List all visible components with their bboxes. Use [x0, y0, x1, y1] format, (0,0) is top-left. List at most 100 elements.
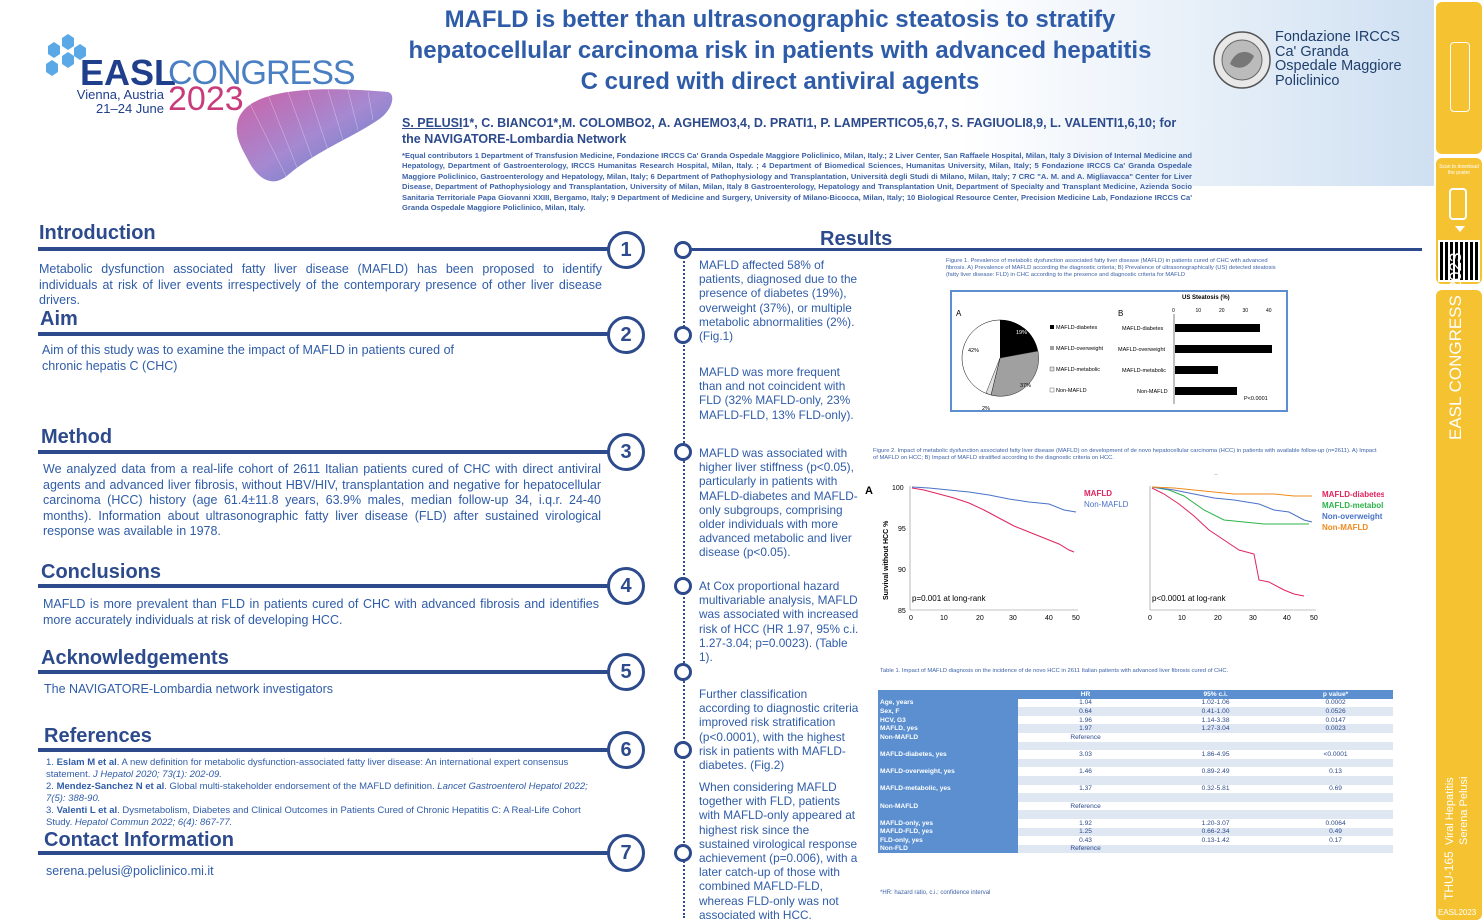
table-cell: Reference	[1070, 733, 1101, 741]
step-6-circle: 6	[607, 731, 645, 769]
y-tick: 85	[898, 608, 906, 615]
table-cell: 0.64	[1018, 707, 1154, 716]
table-row: MAFLD-diabetes, yes 3.03 1.86-4.95 <0.0001	[878, 750, 1393, 759]
x-tick: 50	[1310, 615, 1318, 622]
table-cell	[1153, 741, 1279, 751]
congress-location: Vienna, Austria 21–24 June	[76, 87, 164, 116]
table-cell	[1018, 741, 1154, 751]
x-tick: 40	[1283, 615, 1291, 622]
congress-logo-text: CONGRESS	[168, 54, 356, 92]
y-tick: 100	[892, 485, 904, 492]
mafld-metabolic-curve	[1151, 486, 1309, 525]
divider	[38, 450, 610, 454]
references-list: 1. Eslam M et al. A new definition for m…	[30, 757, 605, 829]
bar-category-label: MAFLD-metabolic	[1122, 368, 1166, 374]
reference-item: 2. Mendez-Sanchez N et al. Global multi-…	[46, 781, 588, 804]
qr-code[interactable]	[1438, 240, 1480, 282]
bar-axis-title: US Steatosis (%)	[1182, 295, 1230, 301]
table-cell	[1278, 733, 1393, 742]
pie-label: 37%	[1020, 383, 1031, 389]
table-cell	[1018, 793, 1154, 802]
pie-label: 42%	[968, 348, 979, 354]
table-1: HR 95% c.i. p value* Age, years 1.04 1.02-…	[878, 690, 1393, 854]
panel-label: B	[1118, 309, 1123, 318]
table-cell: 0.0147	[1325, 716, 1346, 724]
step-1-circle: 1	[607, 231, 645, 269]
x-tick: 0	[909, 615, 913, 622]
congress-year: 2023	[168, 80, 244, 118]
step-2-circle: 2	[607, 316, 645, 354]
acknowledgements-heading: Acknowledgements	[41, 647, 229, 669]
pie-slice-overweight	[990, 350, 1039, 397]
results-divider	[690, 248, 1422, 251]
p-value: P<0.0001	[1244, 396, 1268, 402]
table-row: MAFLD-metabolic, yes 1.37 0.32-5.81 0.69	[878, 784, 1393, 794]
row-label	[878, 793, 1018, 802]
figure-2-chart: A Survival without HCC % 100 95 90 85 0 …	[865, 472, 1384, 622]
easl-logo-icon	[46, 34, 86, 76]
bar-tick: 0	[1172, 308, 1175, 314]
table-row: Sex, F 0.64 0.41-1.00 0.0526	[878, 707, 1393, 716]
figure-1: A B 19% 37% 2% 42% MAFLD-diabetes MAFLD-…	[950, 290, 1295, 412]
policlinico-seal-icon	[1213, 31, 1271, 89]
table-cell	[1018, 758, 1154, 768]
aim-heading: Aim	[40, 308, 78, 330]
table-cell: 0.13	[1329, 768, 1342, 776]
table-cell	[1278, 793, 1393, 802]
table-cell: 0.0023	[1278, 724, 1393, 733]
acknowledgements-text: The NAVIGATORE-Lombardia network investi…	[44, 682, 334, 696]
step-4-circle: 4	[607, 567, 645, 605]
row-label: MAFLD-FLD, yes	[878, 827, 1018, 837]
table-cell: 1.37	[1079, 785, 1092, 793]
table-cell	[1153, 810, 1279, 819]
bar-tick: 10	[1196, 308, 1202, 314]
table-row: Non-MAFLD Reference	[878, 732, 1393, 742]
references-heading: References	[44, 725, 152, 747]
table-cell: 1.46	[1079, 768, 1092, 776]
table-row	[878, 775, 1393, 785]
result-6: When considering MAFLD together with FLD…	[699, 780, 858, 922]
x-tick: 30	[1249, 615, 1257, 622]
x-tick: 30	[1009, 615, 1017, 622]
table-row: HCV, G3 1.96 1.14-3.38 0.0147	[878, 715, 1393, 725]
pie-slice-metabolic	[985, 357, 1001, 396]
table-cell: 0.32-5.81	[1201, 785, 1230, 793]
arrow-down-icon	[1455, 226, 1465, 232]
sponsor-logo-icon	[1450, 42, 1470, 112]
row-label: Non-FLD	[878, 844, 1018, 854]
table-cell: 0.69	[1329, 785, 1342, 793]
panel-label: A	[865, 485, 873, 497]
step-7-circle: 7	[607, 834, 645, 872]
pie-label: 2%	[982, 406, 990, 410]
table-cell: 1.97	[1018, 724, 1154, 733]
non-overweight-curve	[1151, 486, 1313, 523]
table-cell: 0.13-1.42	[1201, 836, 1230, 844]
panel-b-label: --	[1214, 472, 1218, 478]
row-label: Sex, F	[878, 707, 1018, 716]
figure-1-chart: A B 19% 37% 2% 42% MAFLD-diabetes MAFLD-…	[956, 295, 1295, 412]
figure-2-caption: Figure 2. Impact of metabolic dysfunctio…	[873, 448, 1377, 461]
legend-label: Non-MAFLD	[1084, 500, 1129, 509]
table-cell	[1018, 810, 1154, 819]
table-cell	[1278, 802, 1393, 811]
divider	[38, 332, 610, 336]
reference-item: 3. Valenti L et al. Dysmetabolism, Diabe…	[46, 805, 581, 828]
p-value: p=0.001 at long-rank	[912, 594, 987, 603]
result-3: MAFLD was associated with higher liver s…	[699, 446, 858, 560]
table-cell	[1278, 758, 1393, 768]
reference-item: 1. Eslam M et al. A new definition for m…	[46, 757, 569, 780]
table-cell	[1153, 758, 1279, 768]
pie-label: 19%	[1016, 330, 1027, 336]
table-cell	[1278, 741, 1393, 751]
row-label: FLD-only, yes	[878, 836, 1018, 845]
method-text: We analyzed data from a real-life cohort…	[43, 462, 601, 538]
table-cell	[1018, 775, 1154, 785]
table-row: FLD-only, yes 0.43 0.13-1.42 0.17	[878, 836, 1393, 845]
table-cell: 0.0064	[1325, 819, 1346, 827]
contact-email[interactable]: serena.pelusi@policlinico.mi.it	[46, 864, 214, 878]
table-cell	[1153, 733, 1278, 742]
table-row	[878, 758, 1393, 768]
poster-title: MAFLD is better than ultrasonographic st…	[408, 6, 1152, 95]
table-cell: 1.20-3.07	[1201, 819, 1230, 827]
